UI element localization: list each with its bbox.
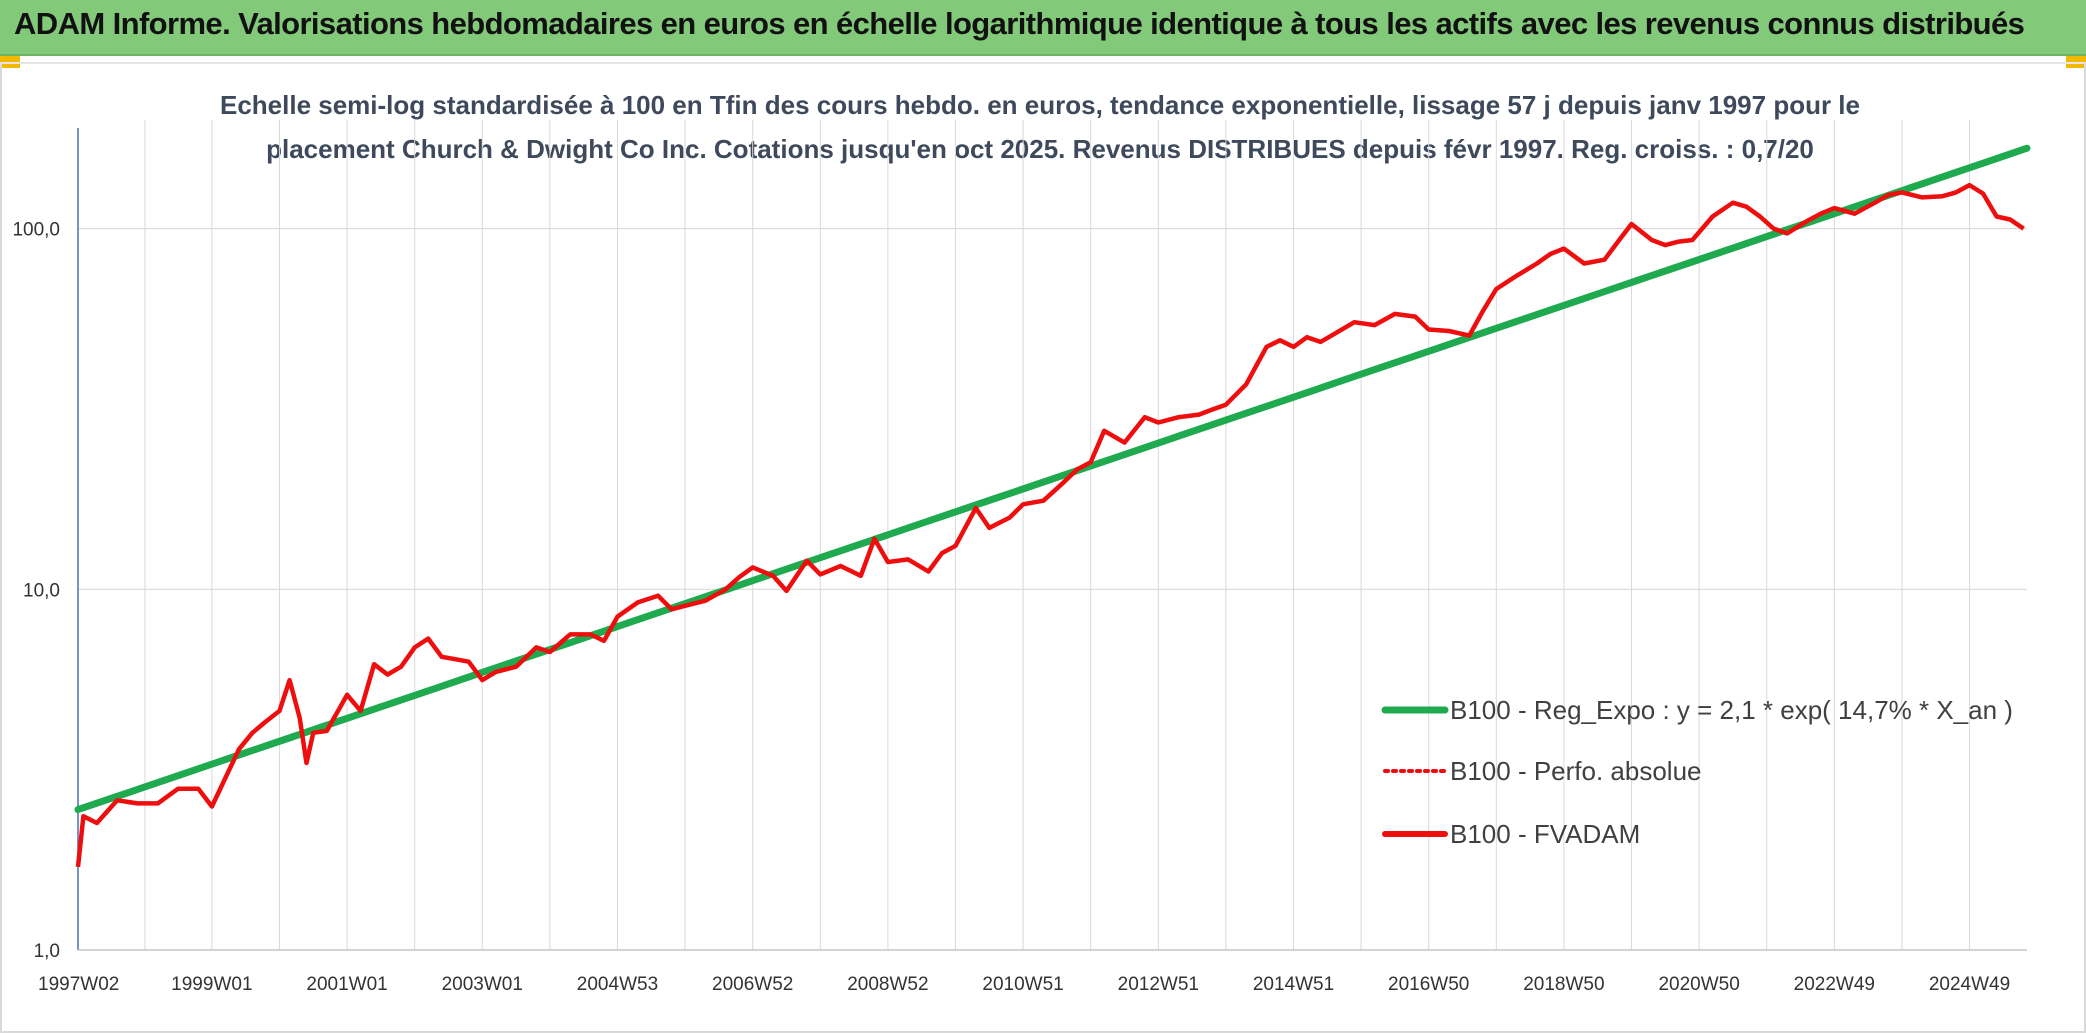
chart-title-line-1: Echelle semi-log standardisée à 100 en T… [220,90,1860,120]
y-tick-label: 100,0 [12,220,60,241]
x-tick-label: 1999W01 [171,974,252,995]
x-tick-label: 2001W01 [306,974,387,995]
chart-frame [0,62,2086,1033]
y-tick-label: 1,0 [34,941,60,962]
x-tick-label: 2004W53 [577,974,658,995]
x-tick-label: 2006W52 [712,974,793,995]
legend-label: B100 - FVADAM [1450,819,1640,849]
x-tick-label: 2018W50 [1523,974,1604,995]
x-tick-label: 2022W49 [1794,974,1875,995]
x-tick-label: 2010W51 [982,974,1063,995]
chart-title-line-2: placement Church & Dwight Co Inc. Cotati… [266,134,1814,164]
legend-label: B100 - Reg_Expo : y = 2,1 * exp( 14,7% *… [1450,695,2013,725]
regression-line [74,144,2031,814]
legend: B100 - Reg_Expo : y = 2,1 * exp( 14,7% *… [1381,695,2013,849]
x-tick-label: 2012W51 [1118,974,1199,995]
report-banner: ADAM Informe. Valorisations hebdomadaire… [0,0,2086,56]
gridlines [78,120,2027,951]
axes: 1,0 10,0 100,0 1997W02 1999W01 2001W01 2003W01… [12,128,2027,995]
x-tick-label: 2016W50 [1388,974,1469,995]
y-tick-label: 10,0 [23,580,60,601]
x-tick-label: 2003W01 [442,974,523,995]
x-tick-label: 2014W51 [1253,974,1334,995]
x-tick-label: 1997W02 [38,974,119,995]
series-lines [74,144,2031,868]
x-tick-label: 2020W50 [1658,974,1739,995]
legend-label: B100 - Perfo. absolue [1450,756,1702,786]
report-title: ADAM Informe. Valorisations hebdomadaire… [14,6,2025,41]
x-tick-label: 2008W52 [847,974,928,995]
fvadam-line [75,182,2025,868]
x-tick-label: 2024W49 [1929,974,2010,995]
